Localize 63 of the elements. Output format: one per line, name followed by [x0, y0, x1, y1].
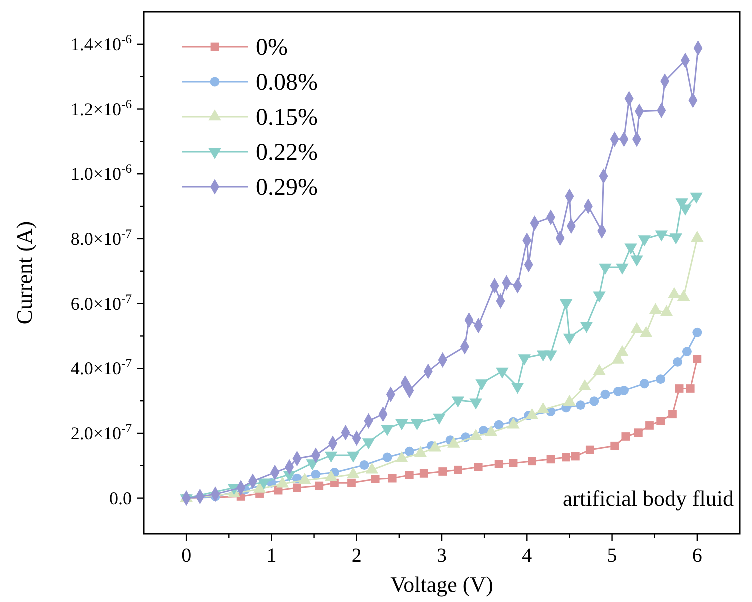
- point: [454, 466, 462, 474]
- point: [619, 386, 629, 396]
- y-tick-label: 1.0×10$^{-6}$: [70, 162, 132, 184]
- point: [311, 470, 321, 480]
- point: [562, 453, 570, 462]
- point: [420, 470, 428, 478]
- legend-label: 0.15%: [256, 105, 318, 131]
- point: [590, 396, 600, 406]
- x-tick-label: 4: [522, 545, 532, 567]
- x-tick-label: 0: [182, 545, 192, 567]
- point: [509, 459, 518, 468]
- point: [610, 442, 620, 450]
- point: [571, 452, 580, 461]
- point: [675, 384, 684, 393]
- point: [438, 468, 448, 476]
- point: [634, 428, 643, 438]
- point: [348, 478, 356, 488]
- legend-label: 0.22%: [256, 140, 318, 166]
- point: [404, 446, 414, 456]
- point: [546, 455, 556, 464]
- y-tick-label: 1.2×10$^{-6}$: [70, 97, 132, 120]
- point: [622, 432, 630, 441]
- y-tick-label: 1.4×10$^{-6}$: [70, 32, 132, 54]
- x-tick-label: 6: [692, 545, 702, 567]
- point: [686, 384, 695, 393]
- legend-label: 0.29%: [256, 175, 318, 201]
- point: [293, 484, 302, 492]
- y-tick-label: 0.0: [110, 488, 132, 508]
- x-tick-label: 3: [437, 545, 447, 567]
- point: [360, 460, 370, 470]
- x-axis-title: Voltage (V): [390, 572, 494, 597]
- x-tick-label: 5: [607, 545, 618, 567]
- x-tick-label: 1: [266, 545, 277, 567]
- y-axis-title: Current (A): [12, 221, 37, 325]
- point: [693, 355, 702, 364]
- point: [388, 474, 397, 483]
- point: [656, 416, 665, 426]
- point: [682, 347, 692, 356]
- point: [405, 471, 414, 480]
- point: [371, 475, 380, 484]
- y-tick-label: 6.0×10$^{-7}$: [70, 292, 132, 314]
- point: [646, 422, 654, 430]
- point: [586, 446, 594, 454]
- point: [474, 463, 483, 472]
- point: [494, 460, 504, 468]
- y-tick-label: 8.0×10$^{-7}$: [70, 226, 132, 249]
- y-tick-label: 2.0×10$^{-7}$: [70, 421, 132, 444]
- point: [656, 374, 666, 384]
- point: [528, 457, 536, 466]
- y-tick-label: 4.0×10$^{-7}$: [70, 356, 132, 379]
- legend-label: 0%: [256, 35, 288, 61]
- point: [600, 390, 610, 400]
- point: [576, 400, 586, 410]
- point: [673, 357, 683, 367]
- point: [494, 420, 504, 430]
- point: [315, 482, 324, 490]
- annotation: artificial body fluid: [562, 486, 734, 511]
- point: [692, 328, 702, 338]
- point: [640, 379, 650, 389]
- point: [382, 452, 392, 462]
- legend-label: 0.08%: [256, 70, 318, 96]
- point: [668, 410, 677, 419]
- x-tick-label: 2: [352, 545, 362, 567]
